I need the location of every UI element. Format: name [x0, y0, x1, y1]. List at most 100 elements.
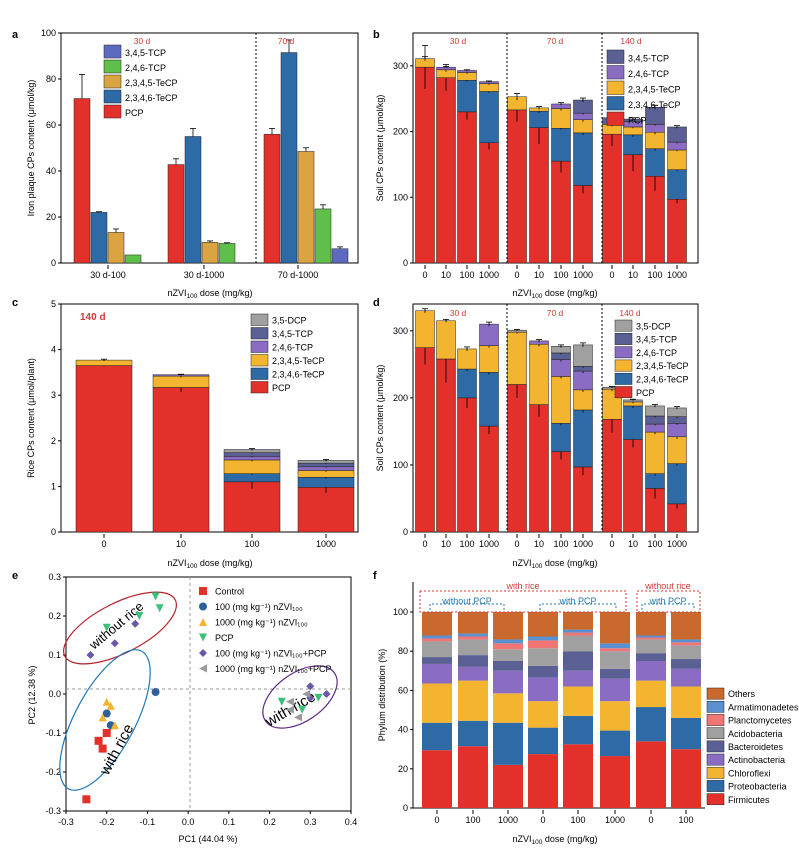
legend-label: Bacteroidetes [728, 742, 784, 752]
panel-c-y-ticks: 0 1 2 3 4 5 [51, 299, 61, 537]
bar-segment [528, 677, 558, 702]
bar-segment [563, 744, 593, 808]
panel-d-annotation-140d: 140 d [619, 308, 641, 318]
legend-swatch [103, 59, 122, 74]
panel-f-legend: Others Armatimonadetes Planctomycetes Acido… [706, 687, 799, 806]
x-tick-label: 100 [244, 539, 259, 549]
bar-segment [458, 746, 488, 808]
bar-segment [667, 423, 687, 438]
bar-segment [645, 405, 665, 417]
x-tick-label: 10 [441, 539, 451, 549]
y-tick-label: 0.0 [48, 689, 61, 699]
legend-swatch [250, 354, 269, 367]
x-tick-label: 0 [514, 270, 519, 280]
legend-swatch [103, 74, 122, 89]
bar-segment [528, 648, 558, 666]
bar-segment [636, 653, 666, 661]
legend-swatch [250, 367, 269, 380]
legend-label: 3,4,5-TCP [272, 329, 313, 339]
x-tick-label: 100 [553, 539, 568, 549]
legend-marker [199, 587, 207, 595]
legend-swatch [103, 104, 122, 119]
panel-a-x-axis-label: nZVI100 dose (mg/kg) [168, 288, 253, 300]
bar-segment [457, 111, 477, 264]
y-tick-label: 3 [51, 390, 56, 400]
panel-c-legend: 3,5-DCP 3,4,5-TCP 2,4,6-TCP 2,3,4,5-TeCP 2,3… [250, 313, 325, 394]
legend-marker [199, 664, 207, 673]
bar-segment [297, 477, 355, 488]
bar-segment [528, 640, 558, 649]
legend-label: PCP [215, 633, 234, 643]
legend-swatch [706, 714, 725, 726]
y-tick-label: 60 [398, 685, 408, 695]
bar-segment [493, 649, 523, 661]
y-tick-label: 0.3 [48, 572, 61, 582]
x-tick-label: 0 [648, 815, 653, 825]
bar-segment [415, 347, 435, 533]
scatter-point [106, 701, 115, 710]
bar-segment [507, 109, 527, 264]
legend-swatch [606, 96, 625, 111]
bar-segment [551, 376, 571, 424]
legend-swatch [614, 346, 633, 359]
panel-b-x-axis-subscript: 100 [532, 293, 543, 300]
bar-segment [422, 635, 452, 639]
x-tick-label: 0 [609, 270, 614, 280]
panel-d-legend: 3,5-DCP 3,4,5-TCP 2,4,6-TCP 2,3,4,5-TeCP 2,3… [614, 319, 689, 399]
panel-d-x-axis-subscript: 100 [532, 563, 543, 570]
bar-segment [493, 612, 523, 640]
legend-swatch [606, 111, 625, 126]
legend-swatch [706, 766, 725, 779]
panel-c-x-axis-unit: dose (mg/kg) [197, 558, 252, 568]
bar-segment [551, 160, 571, 264]
legend-label: Armatimonadetes [728, 702, 799, 712]
bar [167, 164, 185, 264]
scatter-point [82, 795, 91, 804]
bar-segment [573, 185, 593, 264]
label-with-rice: with rice [505, 581, 539, 591]
bar-segment [458, 666, 488, 681]
legend-swatch [103, 44, 122, 59]
panel-d-annotation-30d: 30 d [450, 308, 467, 318]
y-tick-label: 300 [393, 326, 408, 336]
panel-b-annotation-30d: 30 d [450, 36, 467, 46]
bar-segment [563, 629, 593, 633]
bar-segment [458, 639, 488, 656]
panel-f-y-axis-label: Phylum distribution (%) [377, 649, 387, 742]
y-tick-label: 200 [393, 393, 408, 403]
panel-a-bars [73, 39, 349, 264]
panel-d-bars [415, 308, 687, 533]
scatter-point [277, 697, 286, 706]
y-tick-label: 40 [398, 725, 408, 735]
bar-segment [645, 431, 665, 474]
bar-segment [551, 451, 571, 533]
bar-segment [75, 365, 133, 533]
x-tick-label: 10 [176, 539, 186, 549]
legend-label: 1000 (mg kg⁻¹) nZVI₁₀₀ [215, 618, 308, 628]
scatter-point [98, 713, 107, 722]
x-tick-label: 100 [570, 815, 585, 825]
x-tick-label: 1000 [479, 270, 499, 280]
bar-segment [422, 722, 452, 751]
panel-f-bars [422, 612, 701, 808]
bar-segment [636, 637, 666, 640]
bar-segment [623, 134, 643, 155]
scatter-point [151, 688, 160, 697]
legend-label: 2,4,6-TCP [628, 69, 669, 79]
scatter-point [98, 744, 107, 753]
scatter-point [151, 592, 160, 601]
bar-segment [573, 389, 593, 411]
panel-f: 0 20 40 60 80 100 0 100 1000 0 100 1000 0 100 with r… [377, 581, 799, 846]
bar-segment [667, 126, 687, 143]
scatter-point [135, 612, 144, 620]
legend-label: 3,5-DCP [636, 321, 671, 331]
bar-segment [223, 459, 281, 474]
legend-marker [199, 649, 207, 657]
y-tick-label: 2 [51, 436, 56, 446]
legend-swatch [706, 687, 725, 700]
bar-segment [458, 720, 488, 747]
bar-segment [671, 659, 701, 669]
panel-letter-d: d [373, 297, 380, 309]
bar-segment [573, 370, 593, 391]
bar-segment [457, 80, 477, 113]
